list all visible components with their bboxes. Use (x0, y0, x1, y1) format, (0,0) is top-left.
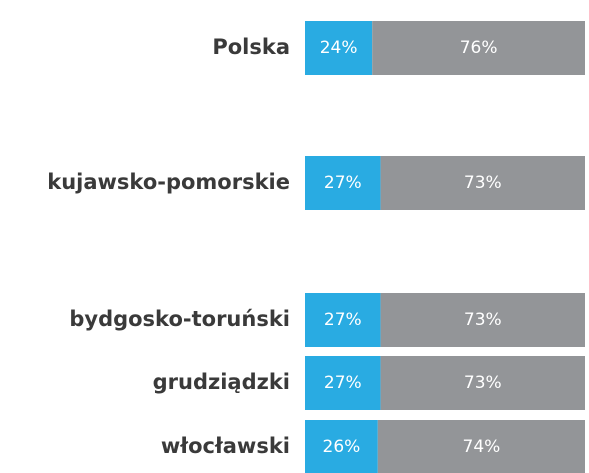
category-label: Polska (212, 35, 290, 59)
value-label: 26% (323, 437, 361, 457)
bar-segment (372, 21, 585, 75)
value-label: 74% (463, 437, 501, 457)
value-label: 73% (464, 373, 502, 393)
category-label: bydgosko-toruński (69, 307, 290, 331)
category-label: kujawsko-pomorskie (47, 170, 290, 194)
category-label: włocławski (161, 434, 290, 458)
value-label: 27% (324, 310, 362, 330)
value-label: 76% (460, 38, 498, 58)
value-label: 27% (324, 373, 362, 393)
bar-segment (305, 293, 381, 347)
bar-segment (380, 156, 585, 210)
bar-segment (305, 156, 381, 210)
bar-segment (305, 356, 381, 410)
bar-segment (380, 293, 585, 347)
value-label: 24% (320, 38, 358, 58)
bar-segment (377, 420, 585, 473)
bar-segment (380, 356, 585, 410)
value-label: 73% (464, 173, 502, 193)
bar-segment (305, 420, 378, 473)
category-label: grudziądzki (153, 370, 290, 394)
value-label: 27% (324, 173, 362, 193)
bar-segment (305, 21, 373, 75)
value-label: 73% (464, 310, 502, 330)
